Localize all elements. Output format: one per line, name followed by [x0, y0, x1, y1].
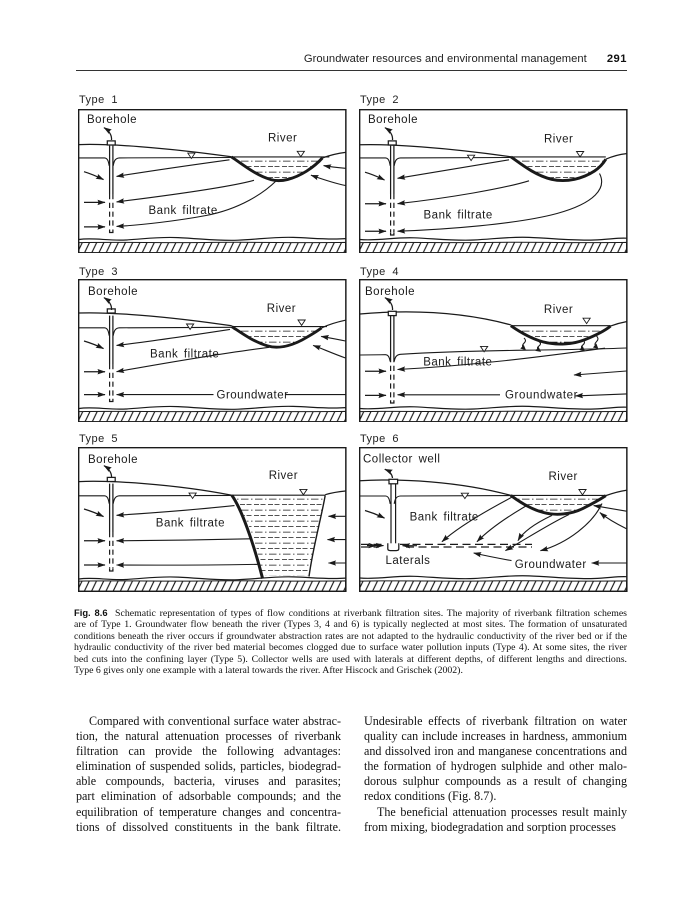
- svg-text:Borehole: Borehole: [87, 114, 137, 126]
- svg-text:Groundwater: Groundwater: [217, 389, 289, 401]
- svg-text:Bank filtrate: Bank filtrate: [156, 517, 225, 529]
- svg-text:Bank filtrate: Bank filtrate: [149, 205, 218, 217]
- svg-text:Groundwater: Groundwater: [515, 559, 587, 571]
- svg-text:Groundwater: Groundwater: [505, 389, 578, 401]
- svg-text:Collector well: Collector well: [363, 453, 440, 465]
- svg-text:Bank filtrate: Bank filtrate: [424, 209, 493, 221]
- svg-text:Bank filtrate: Bank filtrate: [410, 512, 479, 524]
- svg-text:River: River: [544, 304, 573, 316]
- svg-text:Bank filtrate: Bank filtrate: [423, 356, 492, 368]
- svg-text:Borehole: Borehole: [368, 114, 418, 126]
- svg-text:River: River: [269, 470, 298, 482]
- svg-text:Borehole: Borehole: [88, 286, 138, 298]
- svg-text:Laterals: Laterals: [386, 555, 431, 567]
- svg-text:River: River: [267, 303, 296, 315]
- svg-text:River: River: [549, 471, 578, 483]
- svg-text:Borehole: Borehole: [365, 286, 415, 298]
- svg-text:River: River: [268, 132, 297, 144]
- svg-text:Borehole: Borehole: [88, 454, 138, 466]
- svg-text:River: River: [544, 133, 573, 145]
- svg-text:Bank filtrate: Bank filtrate: [150, 348, 219, 360]
